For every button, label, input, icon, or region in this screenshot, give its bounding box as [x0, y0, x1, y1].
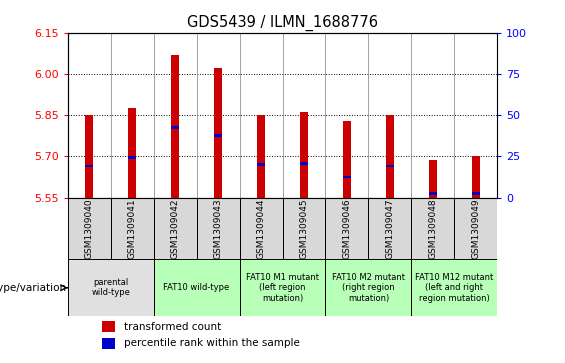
- Bar: [197, 197, 240, 260]
- Bar: [386, 164, 394, 167]
- Bar: [171, 126, 179, 129]
- Bar: [368, 197, 411, 260]
- Bar: [240, 197, 282, 260]
- Bar: [102, 338, 115, 348]
- Text: GSM1309044: GSM1309044: [257, 198, 266, 259]
- Bar: [68, 260, 154, 316]
- Text: FAT10 M2 mutant
(right region
mutation): FAT10 M2 mutant (right region mutation): [332, 273, 405, 303]
- Bar: [300, 162, 308, 164]
- Bar: [282, 197, 325, 260]
- Text: GSM1309046: GSM1309046: [342, 198, 351, 259]
- Bar: [154, 197, 197, 260]
- Bar: [343, 176, 351, 178]
- Text: GSM1309047: GSM1309047: [385, 198, 394, 259]
- Text: parental
wild-type: parental wild-type: [92, 278, 130, 297]
- Bar: [325, 197, 368, 260]
- Text: GSM1309045: GSM1309045: [299, 198, 308, 259]
- Text: transformed count: transformed count: [124, 322, 221, 332]
- Bar: [411, 260, 497, 316]
- Bar: [472, 156, 480, 197]
- Bar: [154, 260, 240, 316]
- Text: GSM1309049: GSM1309049: [471, 198, 480, 259]
- Text: GSM1309048: GSM1309048: [428, 198, 437, 259]
- Bar: [454, 197, 497, 260]
- Text: GSM1309042: GSM1309042: [171, 198, 180, 259]
- Bar: [472, 192, 480, 195]
- Bar: [429, 160, 437, 197]
- Text: GSM1309041: GSM1309041: [128, 198, 137, 259]
- Text: GSM1309040: GSM1309040: [85, 198, 94, 259]
- Bar: [214, 134, 222, 137]
- Bar: [214, 68, 222, 197]
- Bar: [171, 55, 179, 197]
- Bar: [128, 108, 136, 197]
- Text: FAT10 M12 mutant
(left and right
region mutation): FAT10 M12 mutant (left and right region …: [415, 273, 493, 303]
- Bar: [257, 115, 265, 197]
- Bar: [429, 192, 437, 195]
- Bar: [85, 164, 93, 167]
- Bar: [343, 121, 351, 197]
- Bar: [102, 322, 115, 332]
- Text: FAT10 M1 mutant
(left region
mutation): FAT10 M1 mutant (left region mutation): [246, 273, 319, 303]
- Bar: [128, 156, 136, 159]
- Text: FAT10 wild-type: FAT10 wild-type: [163, 283, 230, 292]
- Bar: [111, 197, 154, 260]
- Bar: [68, 197, 111, 260]
- Text: percentile rank within the sample: percentile rank within the sample: [124, 338, 299, 348]
- Bar: [257, 163, 265, 166]
- Title: GDS5439 / ILMN_1688776: GDS5439 / ILMN_1688776: [187, 15, 378, 31]
- Bar: [85, 115, 93, 197]
- Bar: [411, 197, 454, 260]
- Text: genotype/variation: genotype/variation: [0, 283, 67, 293]
- Text: GSM1309043: GSM1309043: [214, 198, 223, 259]
- Bar: [300, 113, 308, 197]
- Bar: [386, 115, 394, 197]
- Bar: [325, 260, 411, 316]
- Bar: [240, 260, 325, 316]
